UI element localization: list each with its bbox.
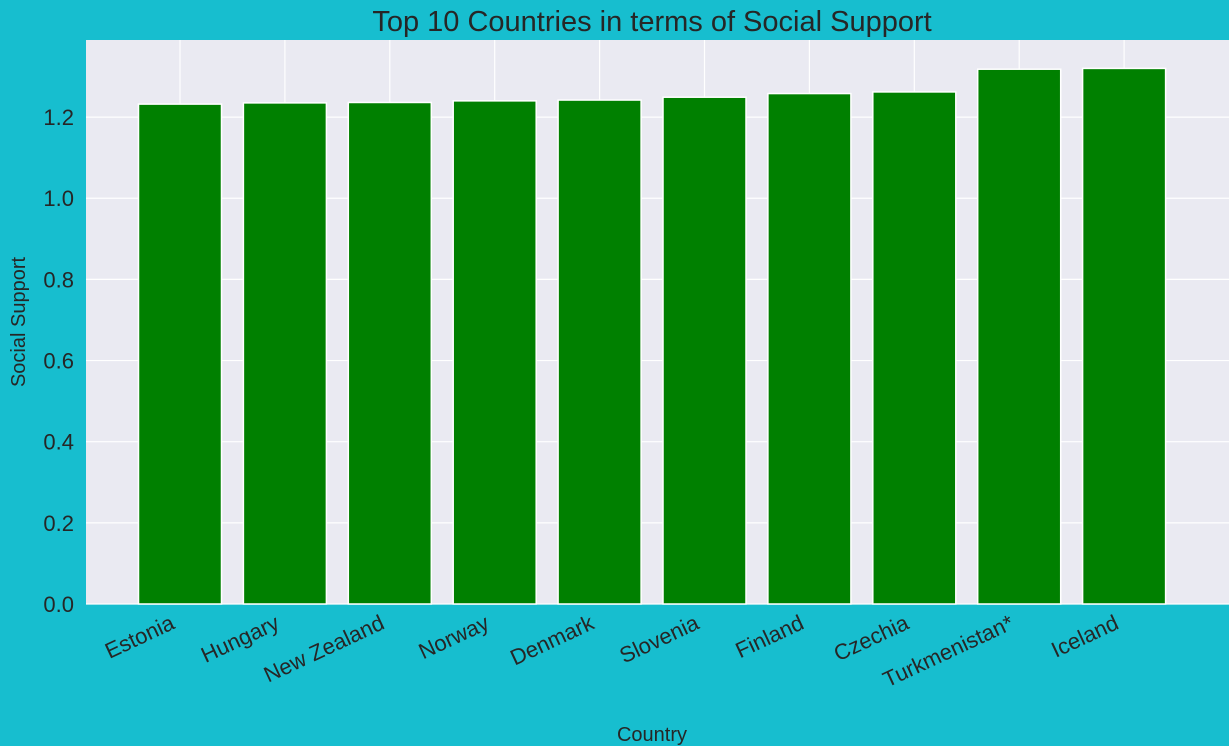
bar-iceland	[1081, 67, 1167, 605]
y-tick-label: 0.2	[43, 511, 74, 536]
bar-estonia	[137, 103, 223, 605]
bar-turkmenistan	[976, 68, 1062, 605]
bar-denmark	[557, 99, 642, 605]
y-tick-labels: 0.0 0.2 0.4 0.6 0.8 1.0 1.2	[43, 105, 74, 617]
chart-title: Top 10 Countries in terms of Social Supp…	[372, 6, 931, 38]
y-tick-label: 1.2	[43, 105, 74, 130]
y-tick-label: 0.0	[43, 592, 74, 617]
bars	[137, 67, 1167, 605]
y-tick-label: 1.0	[43, 186, 74, 211]
bar-new-zealand	[347, 101, 433, 605]
bar-norway	[452, 100, 537, 605]
y-tick-label: 0.8	[43, 267, 74, 292]
x-axis-label: Country	[617, 724, 687, 746]
y-axis-label: Social Support	[8, 257, 30, 388]
y-tick-label: 0.4	[43, 430, 74, 455]
bar-czechia	[872, 91, 957, 605]
bar-finland	[767, 92, 852, 605]
bar-hungary	[242, 102, 328, 605]
y-tick-label: 0.6	[43, 349, 74, 374]
bar-slovenia	[662, 96, 747, 605]
